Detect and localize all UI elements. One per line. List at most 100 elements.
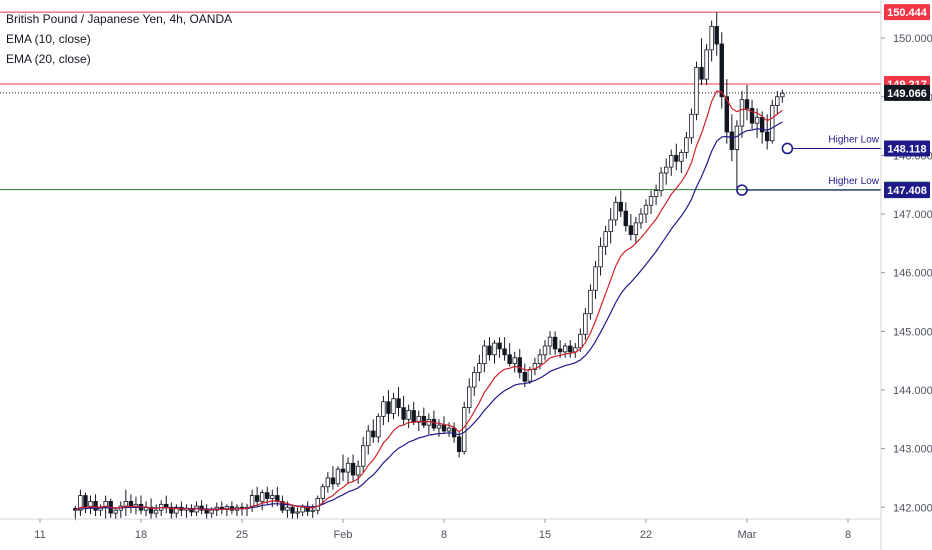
candle-body <box>689 113 694 139</box>
candle <box>482 340 487 373</box>
candle <box>669 149 674 176</box>
candle-body <box>628 225 634 235</box>
candle <box>174 504 179 518</box>
candle <box>658 167 664 197</box>
candle-body <box>694 67 699 115</box>
y-tick-label: 150.000 <box>893 33 932 45</box>
x-tick-label: 11 <box>34 529 45 541</box>
candle <box>446 422 452 437</box>
candle-body <box>472 371 477 388</box>
candle <box>265 486 270 505</box>
candle <box>83 492 88 514</box>
horizontal-levels <box>0 11 881 191</box>
candle-body <box>153 509 159 514</box>
candle-body <box>744 99 750 109</box>
candle <box>618 190 623 217</box>
candle-body <box>775 96 780 106</box>
price-tag-label: 148.118 <box>887 143 926 155</box>
candle <box>259 489 265 511</box>
candle-body <box>598 245 603 268</box>
candle <box>744 85 750 121</box>
candle-body <box>588 289 593 315</box>
candle-body <box>517 357 522 373</box>
ema10-legend[interactable]: EMA (10, close) <box>6 32 91 46</box>
candle <box>189 504 194 517</box>
candle <box>169 502 174 519</box>
price-tag: 150.444 <box>884 4 930 21</box>
candle-body <box>366 430 371 447</box>
candle-body <box>391 398 396 414</box>
candle <box>73 506 78 521</box>
candle-body <box>578 333 583 349</box>
candle <box>588 284 593 320</box>
candle-body <box>669 155 674 168</box>
candle-body <box>638 213 644 224</box>
candle <box>325 472 331 493</box>
candle-body <box>532 363 538 370</box>
candle <box>653 184 659 206</box>
candle-body <box>729 131 735 150</box>
candle <box>628 214 634 241</box>
candle <box>583 307 588 341</box>
candle <box>775 90 780 115</box>
candle-body <box>684 137 689 153</box>
candle-body <box>315 498 320 511</box>
candle-body <box>674 155 679 162</box>
candle-body <box>360 445 366 467</box>
candle-body <box>436 424 442 429</box>
candle-body <box>759 116 765 133</box>
symbol-title[interactable]: British Pound / Japanese Yen, 4h, OANDA <box>6 12 233 26</box>
x-tick-label: 8 <box>441 529 447 541</box>
candle-body <box>169 506 174 514</box>
candle-body <box>704 49 709 80</box>
x-tick-label: Mar <box>738 529 757 541</box>
candle <box>360 436 366 473</box>
candle <box>290 504 295 519</box>
candle <box>421 407 426 429</box>
candle-body <box>254 495 260 502</box>
candle <box>345 457 351 484</box>
candle <box>406 404 411 429</box>
candle-body <box>174 506 179 514</box>
candle <box>93 494 98 517</box>
candle-body <box>765 131 770 142</box>
candle-body <box>355 465 361 476</box>
candle-body <box>441 424 447 432</box>
candle <box>487 337 492 361</box>
candle <box>734 120 740 191</box>
candle <box>502 337 507 361</box>
ema10-line <box>75 90 783 511</box>
candle <box>643 199 649 223</box>
candle-body <box>421 415 426 426</box>
candle-body <box>497 342 502 350</box>
candle-body <box>603 231 608 247</box>
candle-body <box>709 25 714 51</box>
chart-legend: British Pound / Japanese Yen, 4h, OANDA … <box>6 9 232 69</box>
candle <box>542 340 548 361</box>
ema20-legend[interactable]: EMA (20, close) <box>6 52 91 66</box>
price-tag-bg <box>884 4 930 21</box>
candle <box>386 389 391 423</box>
candle <box>699 38 704 86</box>
candle-body <box>310 509 315 512</box>
candle <box>113 507 118 519</box>
candle-body <box>512 357 517 364</box>
candle <box>133 496 139 515</box>
candle <box>709 20 714 62</box>
candle-body <box>280 501 285 511</box>
x-tick-label: Feb <box>334 529 353 541</box>
candle <box>350 454 356 481</box>
y-tick-label: 146.000 <box>893 268 932 280</box>
candle-body <box>557 348 563 353</box>
candle-body <box>411 410 416 423</box>
candle <box>391 392 396 420</box>
candle <box>381 395 386 426</box>
candle-body <box>552 336 558 350</box>
candle <box>684 131 689 159</box>
x-axis[interactable]: 11 18 25 Feb 8 15 22 Mar 8 <box>0 518 881 541</box>
x-tick-label: 22 <box>640 529 652 541</box>
candle-body <box>664 166 669 174</box>
candle <box>714 12 719 56</box>
candle <box>557 340 563 358</box>
